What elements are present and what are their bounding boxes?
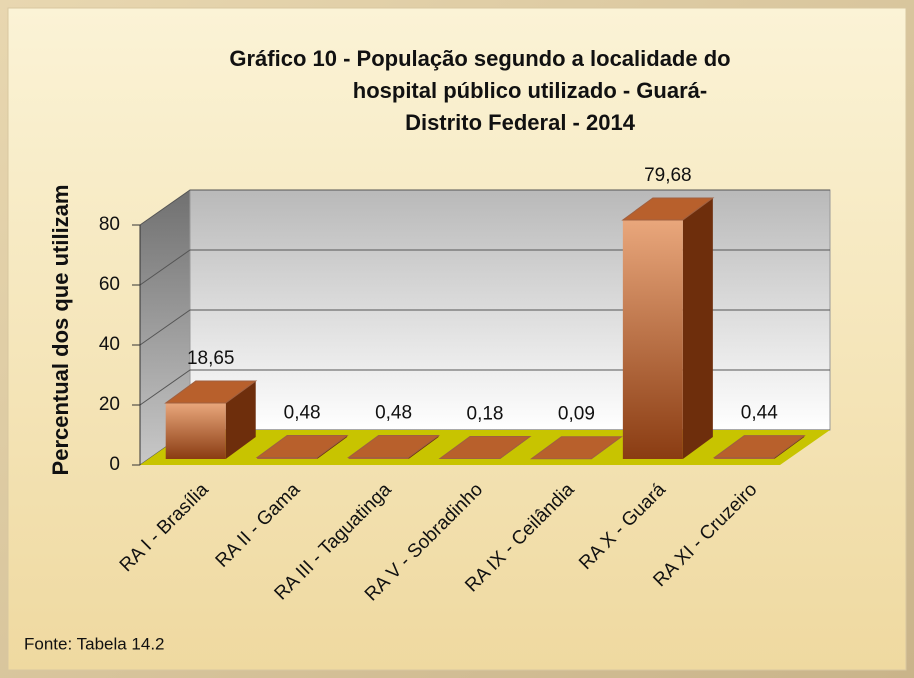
chart-title: hospital público utilizado - Guará- [353,78,707,103]
y-tick-label: 80 [99,214,120,235]
bar-top [255,435,349,459]
value-label: 79,68 [644,165,692,186]
y-tick-label: 0 [109,454,120,475]
value-label: 0,44 [741,403,778,424]
chart-title: Gráfico 10 - População segundo a localid… [229,46,730,71]
y-tick-label: 20 [99,394,120,415]
grid-line [139,309,830,346]
grid-line [139,369,830,406]
grid-line [139,249,830,286]
bar-top [164,380,258,404]
value-label: 18,65 [187,348,235,369]
value-label: 0,48 [375,403,412,424]
y-tick-label: 60 [99,274,120,295]
bar [714,457,775,459]
chart-title: Distrito Federal - 2014 [405,110,636,135]
bar [165,403,226,459]
value-label: 0,18 [467,403,504,424]
bar [348,457,409,459]
grid-line [139,189,830,226]
bar-side [682,197,713,459]
value-label: 0,48 [284,403,321,424]
y-tick-label: 40 [99,334,120,355]
source: Fonte: Tabela 14.2 [24,634,165,653]
bar-top [712,435,806,459]
bar-top [438,435,532,459]
bar-top [621,197,715,221]
bar-top [347,435,441,459]
bar-side [225,381,256,459]
value-label: 0,09 [558,404,595,425]
y-axis-label: Percentual dos que utilizam [48,185,73,476]
bar-top [529,436,623,460]
bar [257,457,318,459]
bar [622,219,683,459]
